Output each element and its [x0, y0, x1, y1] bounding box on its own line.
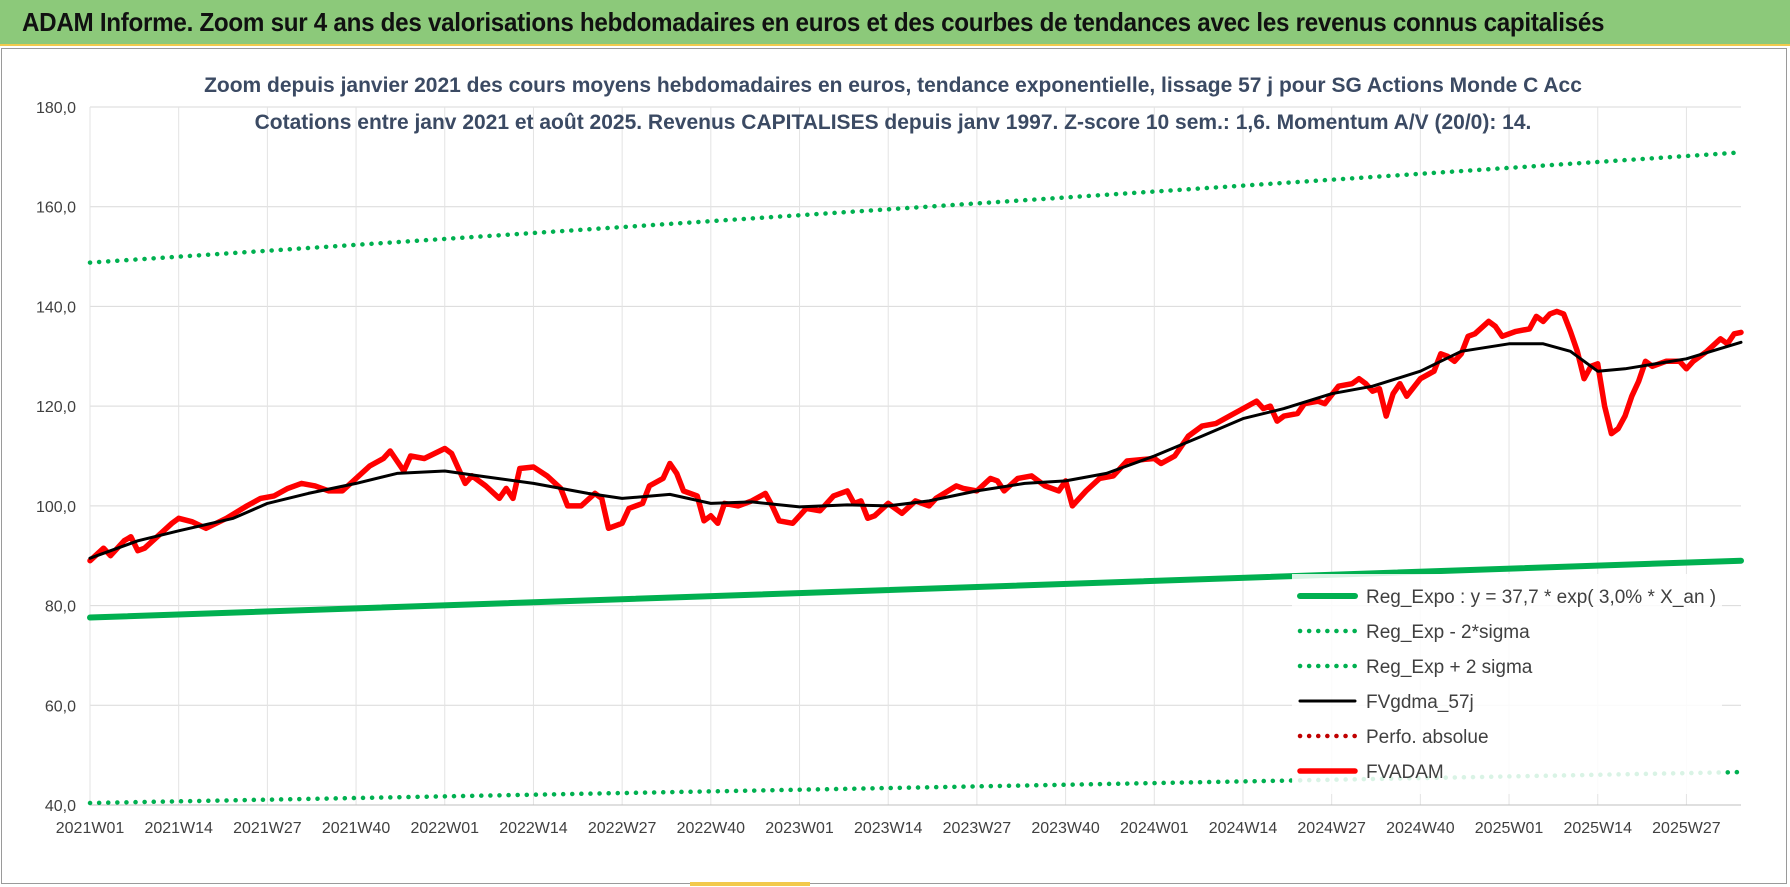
chart-frame	[1, 48, 1787, 884]
x-tick-label: 2024W40	[1386, 820, 1455, 837]
x-tick-label: 2023W40	[1031, 820, 1100, 837]
x-tick-label: 2024W27	[1297, 820, 1366, 837]
x-tick-label: 2025W14	[1563, 820, 1632, 837]
x-tick-label: 2022W40	[677, 820, 746, 837]
chart-subtitle: Cotations entre janv 2021 et août 2025. …	[255, 111, 1532, 134]
x-axis: 2021W01 2021W14 2021W27 2021W40 2022W01 2022W…	[56, 820, 1721, 837]
x-tick-label: 2023W27	[943, 820, 1012, 837]
x-tick-label: 2023W01	[765, 820, 834, 837]
x-tick-label: 2024W14	[1209, 820, 1278, 837]
y-tick-label: 40,0	[45, 798, 76, 815]
x-tick-label: 2022W27	[588, 820, 657, 837]
x-tick-label: 2021W01	[56, 820, 125, 837]
x-tick-label: 2025W01	[1475, 820, 1544, 837]
legend-label: FVgdma_57j	[1366, 692, 1474, 713]
y-tick-label: 80,0	[45, 599, 76, 616]
x-tick-label: 2022W01	[411, 820, 480, 837]
y-tick-label: 140,0	[36, 299, 76, 316]
x-tick-label: 2024W01	[1120, 820, 1189, 837]
legend-background	[1292, 574, 1722, 794]
series-line-fvgdma57j	[88, 340, 1743, 560]
series-line-fvadam	[87, 308, 1744, 564]
x-tick-label: 2021W27	[233, 820, 302, 837]
legend-label: Reg_Exp - 2*sigma	[1366, 622, 1530, 643]
legend-label: Reg_Expo : y = 37,7 * exp( 3,0% * X_an )	[1366, 587, 1716, 608]
x-tick-label: 2025W27	[1652, 820, 1721, 837]
bottom-accent-bar	[690, 882, 810, 886]
y-tick-label: 180,0	[36, 100, 76, 117]
legend-label: FVADAM	[1366, 762, 1444, 783]
y-tick-label: 120,0	[36, 399, 76, 416]
y-axis: 40,0 60,0 80,0 100,0 120,0 140,0 160,0 180,0	[36, 100, 76, 815]
x-tick-label: 2021W40	[322, 820, 391, 837]
x-tick-label: 2023W14	[854, 820, 923, 837]
report-banner: ADAM Informe. Zoom sur 4 ans des valoris…	[0, 0, 1790, 46]
x-tick-label: 2021W14	[144, 820, 213, 837]
banner-title: ADAM Informe. Zoom sur 4 ans des valoris…	[22, 7, 1605, 37]
chart-titles: Zoom depuis janvier 2021 des cours moyen…	[204, 74, 1582, 134]
series-line-regexp	[87, 150, 1744, 265]
y-tick-label: 60,0	[45, 698, 76, 715]
x-tick-label: 2022W14	[499, 820, 568, 837]
chart-legend: Reg_Expo : y = 37,7 * exp( 3,0% * X_an )…	[1292, 574, 1722, 794]
legend-label: Reg_Exp + 2 sigma	[1366, 657, 1533, 678]
y-tick-label: 100,0	[36, 499, 76, 516]
y-tick-label: 160,0	[36, 200, 76, 217]
legend-label: Perfo. absolue	[1366, 727, 1489, 748]
series-line-regexpo	[87, 557, 1744, 621]
chart-title: Zoom depuis janvier 2021 des cours moyen…	[204, 74, 1582, 97]
